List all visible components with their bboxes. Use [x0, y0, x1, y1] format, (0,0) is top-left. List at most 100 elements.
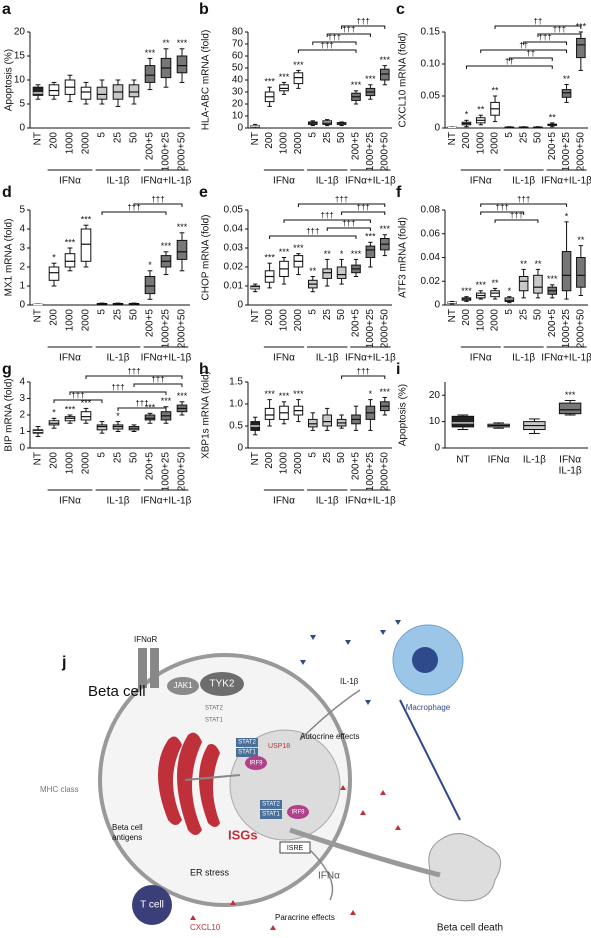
bracket: [341, 375, 386, 379]
x-tick-label: 50: [336, 132, 347, 144]
x-tick-label: 1000+25: [365, 452, 376, 492]
bracket: [341, 25, 386, 29]
x-tick-label: 1000+25: [561, 132, 572, 172]
significance: **: [324, 249, 332, 259]
significance: ***: [65, 404, 76, 414]
bracket-label: †††: [357, 17, 370, 26]
significance: ***: [65, 237, 76, 247]
dead-cell: [428, 833, 502, 902]
y-tick-label: 0.5: [229, 421, 243, 432]
bracket: [297, 49, 357, 53]
y-tick-label: 0: [434, 443, 440, 454]
irf9-shape: [287, 805, 309, 819]
bracket: [465, 65, 553, 69]
bracket-label: ††: [533, 17, 542, 26]
group-label: IL-1β: [107, 176, 130, 187]
bracket: [326, 33, 371, 37]
significance: ***: [547, 274, 558, 284]
bracket-label: †††: [517, 195, 530, 204]
y-tick-label: 60: [232, 51, 244, 62]
bracket: [269, 235, 357, 239]
arrow: [184, 774, 241, 781]
stat-shape: [260, 810, 282, 819]
bracket-label: †††: [127, 203, 140, 212]
x-tick-label: 2000+50: [575, 132, 586, 172]
group-label: IFNα: [470, 176, 492, 187]
x-tick-label: 25: [322, 132, 333, 144]
bracket: [85, 375, 183, 379]
group-label: IFNα: [273, 353, 295, 364]
x-tick-label: 200+5: [145, 309, 156, 338]
y-tick-label: 0: [19, 443, 25, 454]
box: [322, 414, 333, 427]
panel-letter: c: [396, 1, 405, 18]
x-tick-label: 1000+25: [365, 309, 376, 349]
y-tick-label: 3: [19, 393, 25, 404]
significance: ***: [264, 389, 275, 399]
significance: ***: [279, 391, 290, 401]
x-tick-label: 2000: [293, 132, 304, 155]
y-tick-label: 10: [429, 416, 441, 427]
x-tick-label: 200+5: [547, 309, 558, 338]
y-axis-label: XBP1s mRNA (fold): [201, 371, 212, 459]
box: [293, 72, 304, 85]
x-tick-label: 2000+50: [177, 132, 188, 172]
box: [176, 239, 188, 260]
x-tick-label: NT: [250, 132, 261, 145]
significance: *: [340, 249, 344, 259]
group-label: IFNα+IL-1β: [541, 353, 591, 364]
y-tick-label: 1.5: [229, 377, 243, 388]
box: [64, 253, 76, 268]
y-tick-label: 0.02: [421, 276, 441, 287]
significance: **: [477, 105, 485, 115]
x-tick-label: 2000+50: [379, 132, 390, 172]
significance: ***: [365, 232, 376, 242]
significance: ***: [293, 60, 304, 70]
bracket: [523, 41, 568, 45]
bracket-label: ††: [519, 41, 528, 50]
group-label: IL-1β: [316, 496, 339, 507]
significance: ***: [351, 249, 362, 259]
box: [48, 266, 60, 281]
x-tick-label: NT: [250, 309, 261, 322]
significance: *: [565, 211, 569, 221]
y-axis-label: HLA-ABC mRNA (fold): [201, 30, 212, 131]
x-tick-label: 5: [307, 132, 318, 138]
x-tick-label: 25: [113, 452, 124, 464]
box: [307, 418, 318, 428]
significance: ***: [279, 72, 290, 82]
label: IRF9: [249, 761, 263, 767]
x-tick-label: 1000+25: [161, 132, 172, 172]
label: STAT2: [262, 802, 280, 808]
bracket-label: †††: [553, 25, 566, 34]
er: [158, 732, 220, 835]
label: Paracrine effects: [275, 913, 335, 922]
box: [336, 266, 347, 279]
y-tick-label: 15: [14, 51, 26, 62]
panel: e CHOP mRNA (fold) 0 0.01 0.02 0.03 0.04 0.05 NT…: [199, 184, 396, 363]
significance: ***: [293, 389, 304, 399]
box: [558, 402, 582, 415]
label: JAK1: [173, 681, 193, 690]
panel-letter: a: [2, 1, 11, 18]
x-tick-label: 5: [97, 309, 108, 315]
x-tick-label: 5: [97, 452, 108, 458]
bracket-label: ††: [526, 49, 535, 58]
x-tick-label: 200+5: [351, 132, 362, 161]
group-label: IFNα+IL-1β: [541, 176, 591, 187]
y-tick-label: 0.05: [421, 91, 441, 102]
x-tick-label: NT: [447, 132, 458, 145]
significance: **: [534, 259, 542, 269]
x-tick-label: 5: [504, 309, 515, 315]
x-tick-label: 1000: [65, 309, 76, 332]
x-tick-label: 200: [264, 309, 275, 326]
receptor-shape: [150, 648, 159, 688]
significance: *: [369, 389, 373, 399]
label: STAT1: [262, 812, 280, 818]
group-label: IFNα+IL-1β: [345, 353, 396, 364]
significance: *: [52, 253, 56, 263]
significance: ***: [380, 387, 391, 397]
significance: *: [465, 110, 469, 120]
y-tick-label: 20: [14, 27, 26, 38]
